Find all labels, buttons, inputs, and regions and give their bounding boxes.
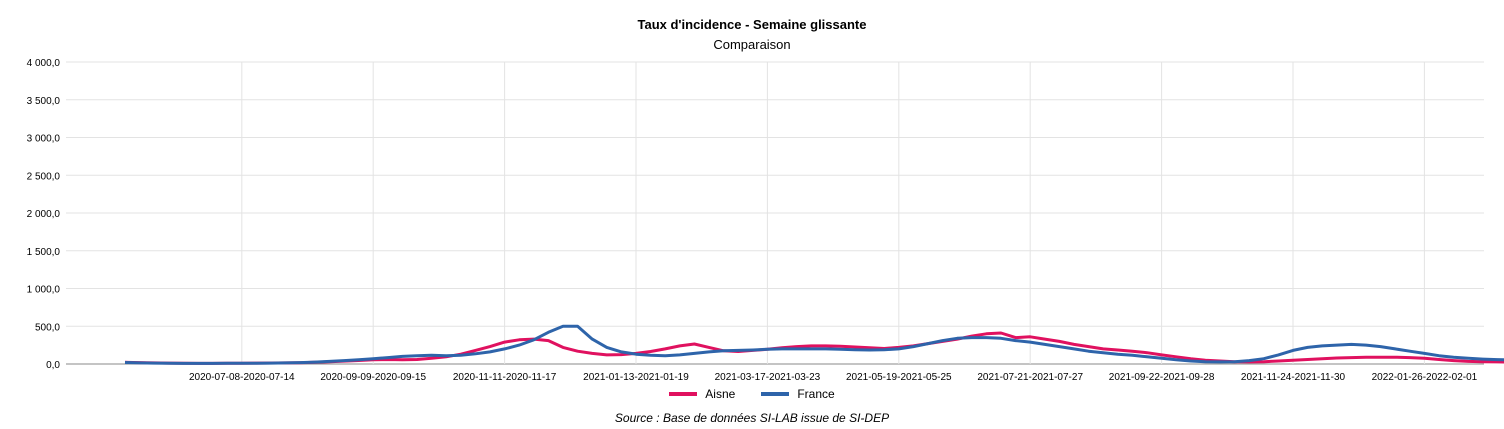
legend-label-aisne: Aisne <box>705 387 736 401</box>
source-note: Source : Base de données SI-LAB issue de… <box>614 411 890 425</box>
x-tick-label: 2022-01-26-2022-02-01 <box>1372 372 1478 383</box>
y-tick-label: 4 000,0 <box>27 58 61 69</box>
y-tick-label: 3 000,0 <box>27 134 61 145</box>
x-tick-label: 2021-05-19-2021-05-25 <box>846 372 952 383</box>
legend-swatch-france <box>761 392 790 396</box>
x-tick-label: 2021-07-21-2021-07-27 <box>977 372 1083 383</box>
y-tick-label: 2 500,0 <box>27 171 61 182</box>
y-tick-label: 500,0 <box>35 322 60 333</box>
y-tick-label: 3 500,0 <box>27 96 61 107</box>
chart-subtitle: Comparaison <box>713 37 791 52</box>
x-axis-ticks: 2020-07-08-2020-07-14 2020-09-09-2020-09-… <box>189 372 1478 383</box>
legend-item-france[interactable]: France <box>761 387 835 401</box>
legend-swatch-aisne <box>669 392 698 396</box>
x-tick-label: 2020-11-11-2020-11-17 <box>453 372 557 383</box>
y-tick-label: 2 000,0 <box>27 209 61 220</box>
y-tick-label: 1 500,0 <box>27 247 61 258</box>
y-tick-label: 1 000,0 <box>27 285 61 296</box>
x-tick-label: 2020-07-08-2020-07-14 <box>189 372 295 383</box>
series-lines <box>124 76 1504 365</box>
legend: Aisne France <box>0 387 1504 401</box>
y-axis-ticks: 0,0 500,0 1 000,0 1 500,0 2 000,0 2 500,0 3 00… <box>27 58 61 371</box>
x-tick-label: 2020-09-09-2020-09-15 <box>320 372 426 383</box>
chart-title: Taux d'incidence - Semaine glissante <box>637 17 867 32</box>
series-line-aisne[interactable] <box>124 109 1504 365</box>
legend-label-france: France <box>797 387 835 401</box>
x-tick-label: 2021-03-17-2021-03-23 <box>715 372 821 383</box>
x-tick-label: 2021-09-22-2021-09-28 <box>1109 372 1215 383</box>
y-tick-label: 0,0 <box>46 360 60 371</box>
grid-lines <box>66 61 1484 365</box>
x-tick-label: 2021-01-13-2021-01-19 <box>583 372 689 383</box>
series-line-france[interactable] <box>124 76 1504 365</box>
legend-item-aisne[interactable]: Aisne <box>669 387 735 401</box>
x-tick-label: 2021-11-24-2021-11-30 <box>1241 372 1346 383</box>
